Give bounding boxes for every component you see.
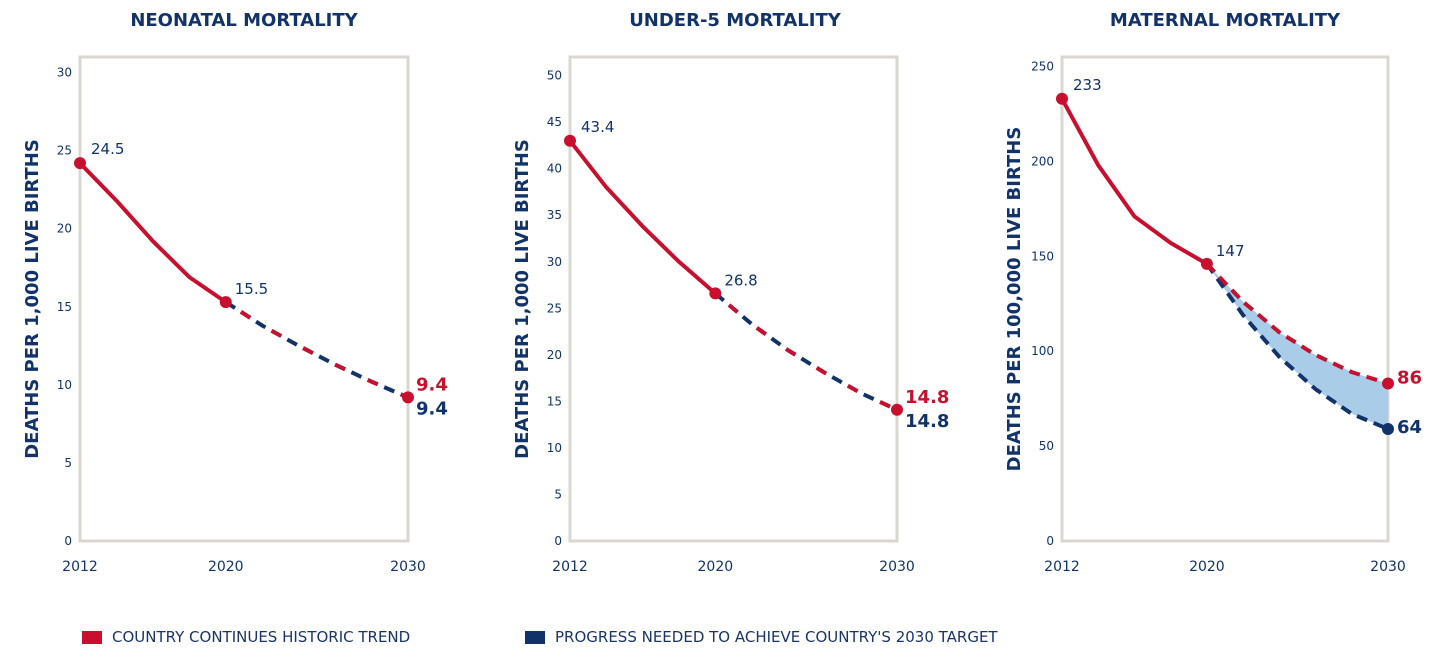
trend-end-value-label: 14.8	[905, 387, 949, 408]
x-tick-label: 2030	[879, 559, 915, 575]
historic-line	[1060, 96, 1209, 266]
legend-label: COUNTRY CONTINUES HISTORIC TREND	[112, 628, 411, 646]
y-axis-label: DEATHS PER 100,000 LIVE BIRTHS	[1004, 127, 1025, 472]
legend-item-historic-trend: COUNTRY CONTINUES HISTORIC TREND	[82, 628, 410, 646]
target-end-value-label: 14.8	[905, 411, 949, 432]
target-end-value-label: 9.4	[416, 398, 448, 419]
trend-dashed-line	[224, 300, 409, 400]
y-tick-label: 25	[57, 144, 72, 158]
trend-end-point	[402, 391, 414, 404]
target-dashed-line	[224, 300, 409, 400]
start-value-label: 43.4	[581, 118, 614, 136]
y-tick-label: 5	[64, 456, 72, 470]
y-tick-label: 5	[554, 487, 562, 501]
y-tick-label: 15	[547, 394, 562, 408]
start-point	[564, 134, 576, 147]
trend-dashed-line	[1205, 262, 1389, 386]
legend-swatch-navy	[525, 630, 545, 644]
plot-frame	[568, 55, 899, 543]
x-tick-label: 2030	[390, 559, 426, 575]
mid-point	[1200, 257, 1213, 270]
mid-value-label: 26.8	[724, 271, 757, 289]
y-tick-label: 200	[1031, 154, 1054, 168]
x-tick-label: 2020	[698, 559, 734, 575]
x-tick-label: 2012	[552, 559, 588, 575]
y-tick-label: 40	[547, 162, 562, 176]
y-tick-label: 35	[547, 208, 562, 222]
y-tick-label: 15	[57, 300, 72, 314]
plot-frame	[1060, 55, 1390, 543]
target-end-point	[1382, 423, 1394, 436]
legend-item-target-progress: PROGRESS NEEDED TO ACHIEVE COUNTRY'S 203…	[525, 628, 998, 646]
x-tick-label: 2020	[208, 559, 244, 575]
y-tick-label: 250	[1031, 59, 1054, 73]
start-point	[1056, 92, 1068, 105]
x-tick-label: 2020	[1189, 559, 1225, 575]
y-tick-label: 50	[1039, 439, 1054, 453]
y-tick-label: 25	[547, 301, 562, 315]
mid-point	[219, 296, 232, 309]
chart-title: MATERNAL MORTALITY	[1110, 10, 1341, 31]
trend-end-value-label: 86	[1397, 367, 1422, 388]
y-tick-label: 100	[1031, 344, 1054, 358]
trend-dashed-line	[714, 291, 898, 412]
chart-title: UNDER-5 MORTALITY	[629, 10, 842, 31]
trend-end-point	[891, 403, 903, 416]
y-axis-label: DEATHS PER 1,000 LIVE BIRTHS	[512, 139, 533, 459]
y-tick-label: 30	[57, 66, 72, 80]
mid-value-label: 15.5	[235, 280, 268, 298]
start-point	[74, 157, 86, 170]
trend-end-point	[1382, 377, 1394, 390]
y-tick-label: 30	[547, 255, 562, 269]
chart-title: NEONATAL MORTALITY	[130, 10, 358, 31]
y-tick-label: 50	[547, 69, 562, 83]
historic-line	[78, 161, 228, 305]
y-tick-label: 10	[547, 441, 562, 455]
y-tick-label: 0	[554, 534, 562, 548]
start-value-label: 24.5	[91, 140, 124, 158]
target-dashed-line	[1205, 262, 1389, 431]
start-value-label: 233	[1073, 76, 1102, 94]
projection-gap-area	[1206, 263, 1388, 429]
legend-swatch-red	[82, 630, 102, 644]
x-tick-label: 2030	[1370, 559, 1406, 575]
y-tick-label: 150	[1031, 249, 1054, 263]
y-tick-label: 20	[57, 222, 72, 236]
y-tick-label: 0	[64, 534, 72, 548]
historic-line	[568, 138, 718, 296]
target-dashed-line	[714, 291, 898, 412]
x-tick-label: 2012	[62, 559, 98, 575]
y-tick-label: 45	[547, 115, 562, 129]
y-tick-label: 20	[547, 348, 562, 362]
x-tick-label: 2012	[1044, 559, 1080, 575]
y-tick-label: 0	[1046, 534, 1054, 548]
y-axis-label: DEATHS PER 1,000 LIVE BIRTHS	[22, 139, 43, 459]
legend-label: PROGRESS NEEDED TO ACHIEVE COUNTRY'S 203…	[555, 628, 998, 646]
target-end-value-label: 64	[1397, 417, 1422, 438]
mid-value-label: 147	[1216, 242, 1245, 260]
mid-point	[709, 287, 722, 300]
plot-frame	[78, 55, 410, 543]
y-tick-label: 10	[57, 378, 72, 392]
trend-end-value-label: 9.4	[416, 374, 448, 395]
